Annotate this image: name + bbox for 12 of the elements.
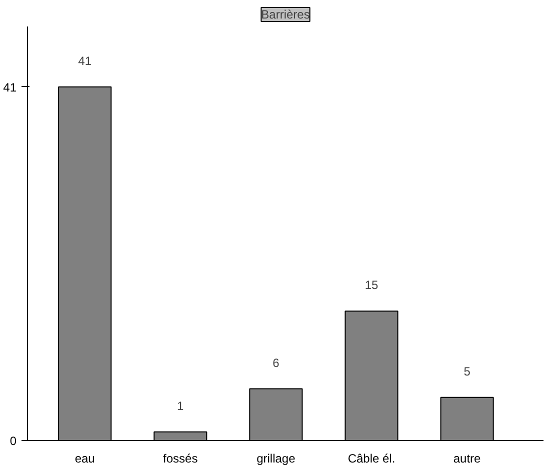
x-tick-label: fossés: [163, 452, 198, 466]
data-label: 6: [272, 356, 280, 370]
chart-title: Barrières: [261, 8, 310, 22]
x-tick-label: autre: [453, 452, 482, 466]
data-label: 1: [177, 398, 184, 413]
x-tick-label: grillage: [256, 452, 296, 466]
x-tick-label: eau: [74, 452, 95, 466]
data-label: 41: [78, 54, 92, 68]
data-label: 15: [364, 278, 378, 292]
y-tick-label: 0: [10, 434, 17, 448]
data-label: 5: [464, 364, 471, 378]
x-tick-label: Câble él.: [348, 452, 396, 466]
